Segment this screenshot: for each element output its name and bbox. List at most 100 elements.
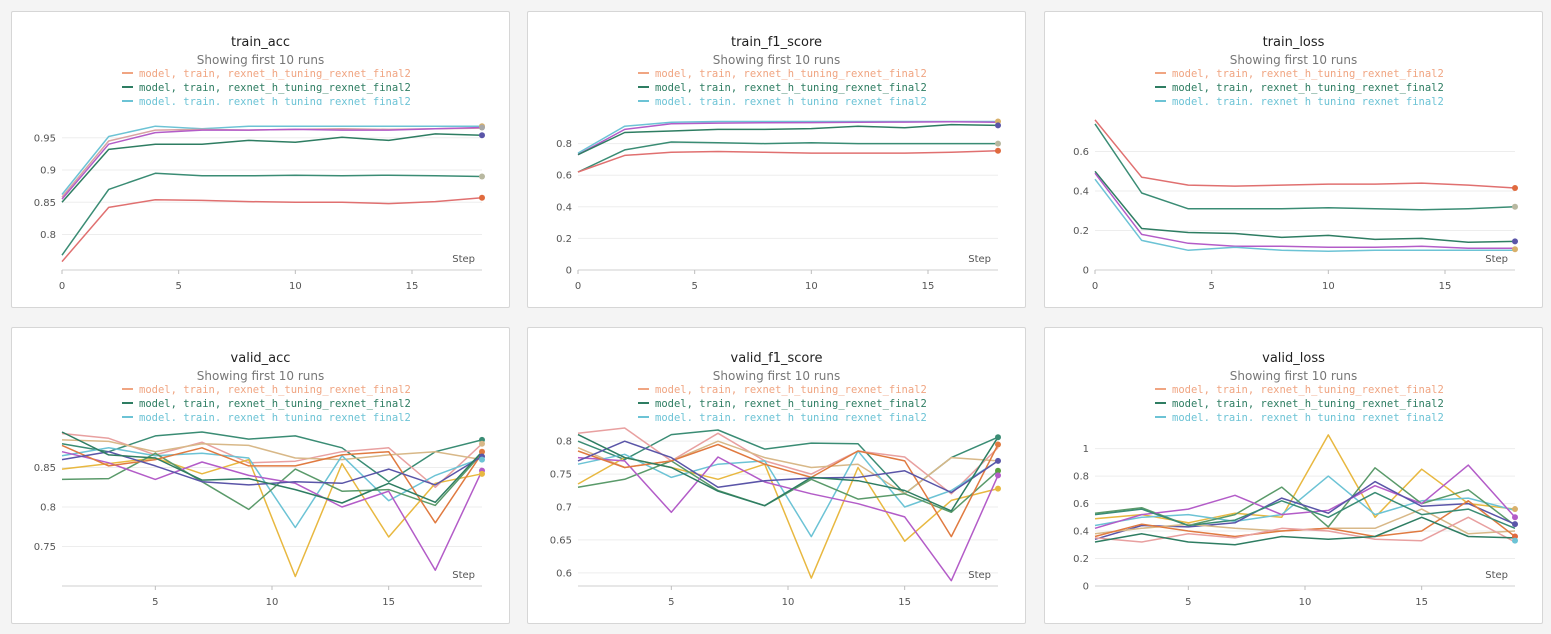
chart-subtitle: Showing first 10 runs [712,53,841,67]
legend-item[interactable]: model, train, rexnet_h_tuning_rexnet_fin… [122,67,462,81]
line-chart-train_f1_score: 0 0.2 0.4 0.6 0.8 0 5 10 15 Step [556,118,1001,292]
legend-label: model, train, rexnet_h_tuning_rexnet_fin… [139,96,411,105]
line-chart-train_loss: 0 0.2 0.4 0.6 0 5 10 15 Step [1073,119,1518,292]
x-tick-label: 10 [782,597,795,608]
legend-item[interactable]: model, train, rexnet_h_tuning_rexnet_fin… [122,383,462,397]
chart-title: train_acc [230,35,291,50]
legend-item[interactable]: model, train, rexnet_h_tuning_rexnet_fin… [638,81,978,95]
legend-label: model, train, rexnet_h_tuning_rexnet_fin… [139,384,411,396]
series-line-run-9 [61,450,483,486]
series-line-run-5 [61,457,483,578]
chart-legend[interactable]: model, train, rexnet_h_tuning_rexnet_fin… [1155,67,1495,105]
chart-subtitle: Showing first 10 runs [712,369,841,383]
chart-legend[interactable]: model, train, rexnet_h_tuning_rexnet_fin… [638,67,978,105]
legend-label: model, train, rexnet_h_tuning_rexnet_fin… [655,384,927,396]
legend-item[interactable]: model, train, rexnet_h_tuning_rexnet_fin… [638,397,978,411]
end-marker [479,470,485,477]
end-marker [1512,514,1518,521]
series-line-run-9 [1094,516,1516,546]
series-line-run-9 [577,440,999,494]
series-line-run-2 [61,127,483,198]
legend-item[interactable]: model, train, rexnet_h_tuning_rexnet_fin… [122,81,462,95]
legend-swatch [638,402,649,404]
end-marker [479,132,485,139]
legend-item[interactable]: model, train, rexnet_h_tuning_rexnet_fin… [1155,95,1495,105]
legend-swatch [122,402,133,404]
y-tick-label: 0.95 [34,133,56,144]
chart-panel-valid_f1_score[interactable]: valid_f1_score Showing first 10 runs model… [527,327,1026,624]
legend-swatch [122,86,133,88]
y-tick-label: 0.6 [556,171,572,182]
legend-swatch [638,388,649,390]
legend-item[interactable]: model, train, rexnet_h_tuning_rexnet_fin… [122,95,462,105]
x-tick-label: 15 [406,281,419,292]
chart-title: valid_f1_score [730,351,823,366]
x-axis-label: Step [1485,570,1508,581]
chart-subtitle: Showing first 10 runs [196,369,325,383]
legend-label: model, train, rexnet_h_tuning_rexnet_fin… [1172,68,1444,80]
series-line-run-1 [1094,434,1516,524]
series-line-run-4 [577,141,998,173]
legend-label: model, train, rexnet_h_tuning_rexnet_fin… [139,68,411,80]
y-tick-label: 0.7 [556,503,572,514]
legend-item[interactable]: model, train, rexnet_h_tuning_rexnet_fin… [638,67,978,81]
legend-swatch [122,72,133,74]
x-tick-label: 0 [1092,281,1098,292]
legend-label: model, train, rexnet_h_tuning_rexnet_fin… [139,412,411,421]
chart-legend[interactable]: model, train, rexnet_h_tuning_rexnet_fin… [638,383,978,421]
line-chart-valid_acc: 0.75 0.8 0.85 5 10 15 Step [34,431,485,608]
end-marker [1512,533,1518,540]
x-tick-label: 15 [382,597,395,608]
y-tick-label: 0.8 [40,230,56,241]
x-tick-label: 10 [1299,597,1312,608]
legend-label: model, train, rexnet_h_tuning_rexnet_fin… [139,82,411,94]
series-line-run-10 [577,433,999,512]
x-axis-label: Step [1485,254,1508,265]
chart-legend[interactable]: model, train, rexnet_h_tuning_rexnet_fin… [122,383,462,421]
y-tick-label: 0.8 [556,437,572,448]
legend-item[interactable]: model, train, rexnet_h_tuning_rexnet_fin… [1155,383,1495,397]
legend-label: model, train, rexnet_h_tuning_rexnet_fin… [1172,96,1444,105]
chart-panel-train_f1_score[interactable]: train_f1_score Showing first 10 runs model… [527,11,1026,308]
series-line-run-6 [577,460,999,514]
legend-item[interactable]: model, train, rexnet_h_tuning_rexnet_fin… [1155,397,1495,411]
legend-swatch [122,416,133,418]
chart-title: valid_loss [1262,351,1325,366]
legend-swatch [1155,402,1166,404]
y-tick-label: 0.75 [34,542,56,553]
series-line-run-4 [61,447,483,529]
chart-panel-valid_loss[interactable]: valid_loss Showing first 10 runs model, tr… [1044,327,1543,624]
chart-subtitle: Showing first 10 runs [1229,53,1358,67]
end-marker [1512,246,1518,253]
series-line-run-5 [1094,178,1515,252]
end-marker [995,434,1001,441]
legend-label: model, train, rexnet_h_tuning_rexnet_fin… [1172,412,1444,421]
end-marker [479,124,485,131]
legend-item[interactable]: model, train, rexnet_h_tuning_rexnet_fin… [1155,81,1495,95]
y-tick-label: 0.9 [40,166,56,177]
legend-item[interactable]: model, train, rexnet_h_tuning_rexnet_fin… [1155,67,1495,81]
end-marker [479,194,485,201]
legend-item[interactable]: model, train, rexnet_h_tuning_rexnet_fin… [122,411,462,421]
chart-panel-valid_acc[interactable]: valid_acc Showing first 10 runs model, tra… [11,327,510,624]
legend-swatch [122,100,133,102]
legend-swatch [638,86,649,88]
chart-panel-train_loss[interactable]: train_loss Showing first 10 runs model, tr… [1044,11,1543,308]
legend-item[interactable]: model, train, rexnet_h_tuning_rexnet_fin… [638,383,978,397]
legend-item[interactable]: model, train, rexnet_h_tuning_rexnet_fin… [638,411,978,421]
chart-panel-train_acc[interactable]: train_acc Showing first 10 runs model, tra… [11,11,510,308]
legend-item[interactable]: model, train, rexnet_h_tuning_rexnet_fin… [122,397,462,411]
chart-legend[interactable]: model, train, rexnet_h_tuning_rexnet_fin… [122,67,462,105]
chart-legend[interactable]: model, train, rexnet_h_tuning_rexnet_fin… [1155,383,1495,421]
series-line-run-8 [61,444,483,524]
legend-label: model, train, rexnet_h_tuning_rexnet_fin… [1172,82,1444,94]
legend-item[interactable]: model, train, rexnet_h_tuning_rexnet_fin… [638,95,978,105]
legend-item[interactable]: model, train, rexnet_h_tuning_rexnet_fin… [1155,411,1495,421]
end-marker [995,122,1001,129]
end-marker [995,140,1001,147]
end-marker [995,472,1001,479]
series-line-run-8 [577,443,999,538]
x-tick-label: 5 [668,597,674,608]
series-line-run-4 [577,450,999,538]
series-line-run-5 [61,172,483,256]
